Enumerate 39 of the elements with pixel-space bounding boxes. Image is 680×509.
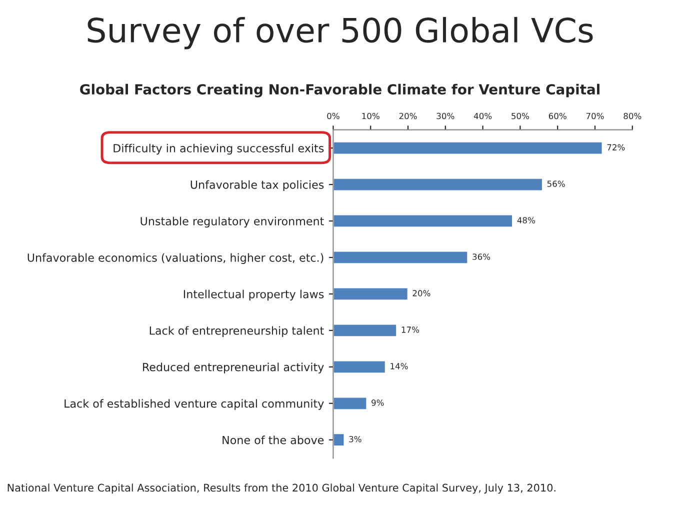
x-tick-label: 60%	[548, 112, 566, 120]
x-tick-label: 30%	[436, 112, 454, 120]
y-tick-label: Lack of established venture capital community	[64, 399, 324, 410]
data-label: 3%	[349, 436, 362, 442]
x-tick-label: 70%	[586, 112, 604, 120]
x-tick-label: 40%	[474, 112, 492, 120]
x-tick-label: 10%	[362, 112, 380, 120]
y-tick-label: Lack of entrepreneurship talent	[150, 326, 324, 337]
y-tick-label: Unstable regulatory environment	[140, 216, 324, 228]
bar	[333, 177, 544, 192]
data-label: 20%	[412, 290, 430, 296]
data-label: 56%	[547, 180, 565, 187]
bar	[333, 323, 398, 338]
data-label: 14%	[390, 363, 408, 370]
data-label: 17%	[402, 326, 420, 333]
x-tick-label: 50%	[512, 112, 529, 120]
data-label: 9%	[372, 399, 384, 406]
chart-subtitle: Global Factors Creating Non-Favorable Climate for Venture Capital	[80, 84, 600, 98]
x-tick-label: 20%	[399, 112, 417, 120]
y-tick-label: None of the above	[222, 436, 324, 444]
chart-title: Survey of over 500 Global VCs	[88, 16, 593, 50]
bar	[333, 250, 469, 265]
y-tick-label: Unfavorable tax policies	[190, 180, 324, 192]
y-tick-label: Intellectual property laws	[184, 290, 324, 300]
data-label: 36%	[472, 254, 490, 260]
bar	[333, 396, 368, 410]
bar	[333, 286, 409, 302]
bar	[333, 432, 346, 447]
text: National Venture Capital Association, Results from the 2010 Global Venture Capital Survey, July 13, 2010.	[8, 484, 556, 494]
x-tick-label: 0%	[327, 112, 340, 120]
x-tick-label: 80%	[624, 112, 642, 120]
data-label: 48%	[517, 217, 535, 224]
y-tick-label: Reduced entrepreneurial activity	[143, 362, 324, 374]
data-label: 72%	[607, 144, 625, 150]
bar	[333, 214, 514, 228]
bar	[333, 360, 386, 374]
bar	[333, 140, 604, 156]
y-tick-label: Unfavorable economics (valuations, higher cost, etc.)	[28, 253, 324, 264]
y-tick-label: Difficulty in achieving successful exits	[114, 144, 324, 155]
